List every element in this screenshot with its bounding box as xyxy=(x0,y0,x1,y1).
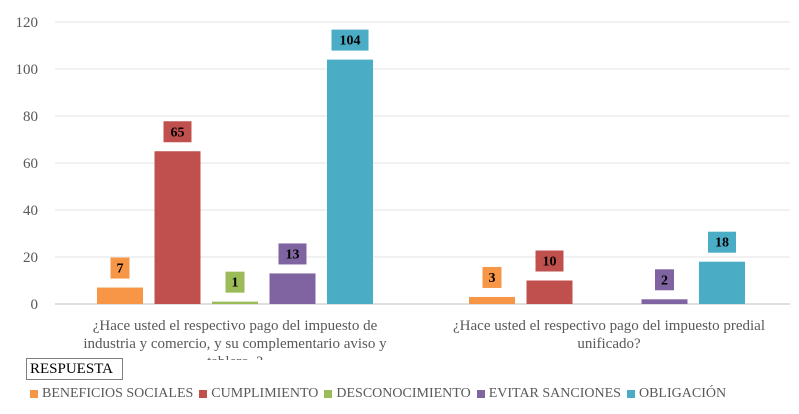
data-label: 1 xyxy=(232,276,239,291)
legend-swatch xyxy=(199,390,208,398)
legend-swatch xyxy=(324,390,333,398)
data-label: 2 xyxy=(661,273,668,288)
legend-item: DESCONOCIMIENTO xyxy=(324,386,471,402)
x-category-label: ¿Hace usted el respectivo pago del impue… xyxy=(93,318,378,334)
legend-label: DESCONOCIMIENTO xyxy=(336,386,471,401)
bar xyxy=(641,299,688,304)
data-label: 104 xyxy=(340,34,361,49)
legend-swatch xyxy=(626,390,635,398)
x-category-label: ¿Hace usted el respectivo pago del impue… xyxy=(453,318,765,334)
x-category-label: unificado? xyxy=(577,336,641,352)
bar xyxy=(269,273,316,304)
data-label: 65 xyxy=(171,125,185,140)
data-label: 3 xyxy=(489,271,496,286)
bar xyxy=(699,261,745,304)
y-tick-label: 20 xyxy=(23,250,38,266)
legend-label: CUMPLIMIENTO xyxy=(211,386,319,401)
legend-swatch xyxy=(30,390,38,398)
legend-item: EVITAR SANCIONES xyxy=(476,386,621,402)
data-label-box xyxy=(331,29,369,51)
legend-label: EVITAR SANCIONES xyxy=(488,386,621,401)
bar xyxy=(526,280,573,304)
legend: BENEFICIOS SOCIALES CUMPLIMIENTO DESCONOCI… xyxy=(30,386,732,402)
bar-chart: 0 20 40 60 80 100 120 7 3 65 10 1 13 2 104 18 ¿Hace uste… xyxy=(16,15,790,360)
legend-title: RESPUESTA xyxy=(26,358,123,380)
y-tick-label: 120 xyxy=(16,15,39,31)
data-label-box xyxy=(482,266,502,288)
data-label-box xyxy=(225,271,245,293)
y-tick-label: 100 xyxy=(16,62,39,78)
y-tick-label: 40 xyxy=(23,203,38,219)
y-tick-label: 0 xyxy=(31,297,39,313)
data-label-box xyxy=(708,231,736,253)
legend-label: OBLIGACIÓN xyxy=(638,386,727,401)
x-category-label: industria y comercio, y su complementari… xyxy=(83,336,387,352)
data-label: 10 xyxy=(543,255,557,270)
data-label-box xyxy=(535,250,564,272)
legend-item: CUMPLIMIENTO xyxy=(199,386,318,402)
bar xyxy=(469,296,515,304)
legend-item: BENEFICIOS SOCIALES xyxy=(30,386,193,402)
data-label: 13 xyxy=(286,247,300,262)
legend-label: BENEFICIOS SOCIALES xyxy=(42,386,194,401)
legend-item: OBLIGACIÓN xyxy=(626,386,727,402)
data-label-box xyxy=(278,243,307,265)
bar xyxy=(212,301,258,304)
y-tick-label: 60 xyxy=(23,156,38,172)
data-label-box xyxy=(163,121,192,143)
bar xyxy=(97,287,143,304)
legend-swatch xyxy=(476,390,485,398)
data-label: 7 xyxy=(117,262,124,277)
bar xyxy=(154,151,201,304)
y-tick-label: 80 xyxy=(23,109,38,125)
data-label: 18 xyxy=(715,236,729,251)
data-label-box xyxy=(655,269,674,291)
x-category-label: tablero_? xyxy=(207,354,263,360)
data-label-box xyxy=(110,257,130,279)
bar xyxy=(327,59,373,304)
